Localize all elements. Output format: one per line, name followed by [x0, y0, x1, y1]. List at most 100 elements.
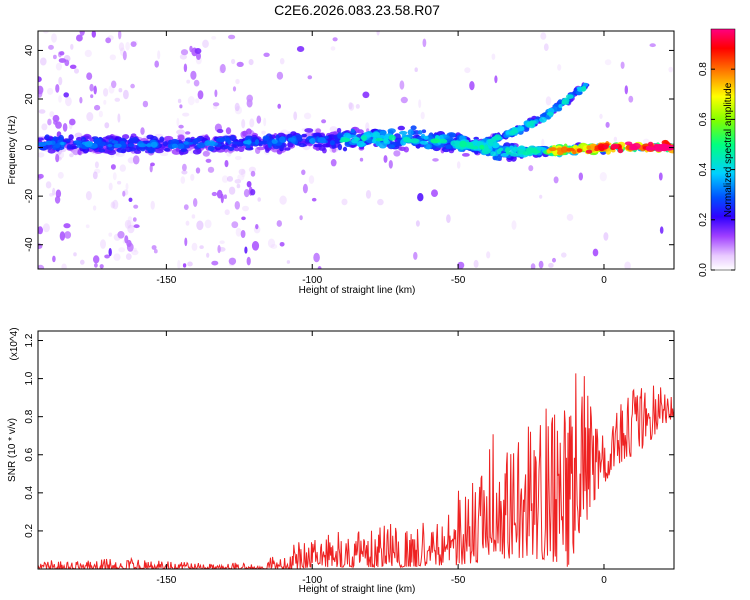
- spectral-cell: [38, 85, 44, 95]
- spectral-cell: [55, 121, 62, 129]
- spectral-cell: [184, 237, 188, 247]
- spectral-cell: [52, 255, 56, 263]
- spectral-cell: [446, 214, 451, 224]
- spectral-cell: [65, 96, 72, 107]
- spectral-cell: [321, 143, 331, 148]
- spectral-cell: [225, 127, 232, 135]
- spectral-cell: [134, 149, 142, 154]
- spectral-cell: [108, 248, 112, 257]
- spectral-cell: [413, 251, 418, 260]
- spectral-cell: [54, 143, 61, 148]
- spectral-cell: [117, 180, 122, 185]
- spectral-cell: [393, 150, 401, 157]
- spectral-cell: [69, 153, 74, 158]
- spectral-cell: [532, 150, 541, 154]
- spectral-cell: [154, 60, 159, 68]
- spectral-cell: [332, 37, 338, 42]
- spectral-cell: [462, 153, 470, 157]
- spectral-cell: [89, 83, 94, 92]
- spectral-cell: [359, 157, 364, 162]
- spectral-cell: [124, 219, 132, 229]
- x-tick-label: 0: [601, 275, 607, 286]
- snr-multiplier: (x10^4): [9, 327, 20, 360]
- spectral-cell: [318, 146, 326, 151]
- spectral-cell: [99, 264, 104, 269]
- spectral-cell: [224, 160, 229, 168]
- spectral-cell: [57, 171, 64, 179]
- y-tick-label: -40: [24, 237, 35, 252]
- spectral-cell: [348, 102, 355, 111]
- spectral-cell: [63, 92, 69, 98]
- spectral-cell: [86, 72, 93, 80]
- spectral-cell: [313, 252, 320, 263]
- spectral-cell: [287, 137, 296, 142]
- spectral-cell: [104, 254, 110, 259]
- spectral-cell: [647, 141, 654, 147]
- spectral-cell: [511, 128, 518, 134]
- spectral-cell: [560, 146, 568, 153]
- spectral-cell: [231, 143, 237, 148]
- spectral-cell: [179, 104, 183, 109]
- spectrogram-y-label: Frequency (Hz): [7, 116, 18, 185]
- spectral-cell: [107, 149, 117, 156]
- spectral-cell: [397, 125, 405, 131]
- spectral-cell: [249, 118, 255, 128]
- spectral-cell: [277, 103, 282, 109]
- spectral-cell: [45, 181, 52, 189]
- spectral-cell: [267, 238, 276, 248]
- spectral-cell: [205, 158, 212, 163]
- spectral-cell: [214, 89, 218, 98]
- spectral-cell: [58, 95, 62, 103]
- spectral-cell: [597, 143, 605, 151]
- spectral-cell: [552, 257, 556, 263]
- snr-x-axis: -150 -100 -50 0: [156, 331, 607, 586]
- spectral-cell: [108, 182, 113, 191]
- spectral-cell: [251, 241, 260, 251]
- spectral-cell: [125, 253, 132, 260]
- spectral-cell: [69, 64, 77, 70]
- snr-y-label: SNR (10 * v/v): [7, 418, 18, 482]
- spectral-cell: [510, 152, 520, 157]
- spectral-cell: [199, 245, 204, 250]
- spectral-cell: [375, 140, 381, 147]
- spectral-cell: [117, 113, 121, 123]
- spectral-cell: [133, 247, 137, 253]
- spectral-cell: [426, 144, 431, 150]
- spectral-cell: [45, 140, 53, 146]
- spectral-cell: [410, 138, 420, 144]
- spectral-cell: [430, 138, 440, 144]
- spectral-cell: [293, 111, 298, 121]
- y-tick-label: 0.4: [24, 485, 35, 499]
- spectral-cell: [116, 147, 126, 153]
- spectral-cell: [74, 132, 83, 139]
- spectral-cell: [182, 163, 187, 172]
- spectral-cell: [329, 126, 338, 133]
- spectrogram-x-label: Height of straight line (km): [299, 285, 416, 296]
- spectral-cell: [270, 244, 278, 249]
- spectral-cell: [90, 94, 94, 99]
- spectral-cell: [179, 54, 187, 60]
- spectral-cell: [38, 137, 44, 141]
- spectral-cell: [159, 136, 165, 143]
- spectral-cell: [224, 209, 230, 216]
- spectral-cell: [85, 191, 92, 201]
- spectral-cell: [204, 219, 212, 229]
- spectral-cell: [237, 174, 245, 181]
- spectral-cell: [70, 43, 74, 50]
- spectral-cell: [553, 176, 559, 184]
- spectral-cell: [582, 82, 589, 87]
- spectral-cell: [216, 128, 224, 134]
- spectral-cell: [194, 48, 202, 54]
- snr-panel: -150 -100 -50 0 0.2 0.4 0.6 0.8 1.0 1.2 Height o…: [7, 327, 675, 595]
- spectral-cell: [53, 54, 57, 60]
- spectral-cell: [236, 61, 244, 67]
- spectral-cell: [147, 147, 156, 154]
- spectral-cell: [196, 220, 204, 231]
- spectral-cell: [315, 128, 322, 133]
- spectral-cell: [649, 43, 656, 48]
- spectral-cell: [642, 138, 650, 145]
- spectral-cell: [388, 160, 393, 169]
- spectral-cell: [150, 141, 158, 148]
- spectral-cell: [365, 190, 372, 199]
- spectral-cell: [599, 113, 603, 119]
